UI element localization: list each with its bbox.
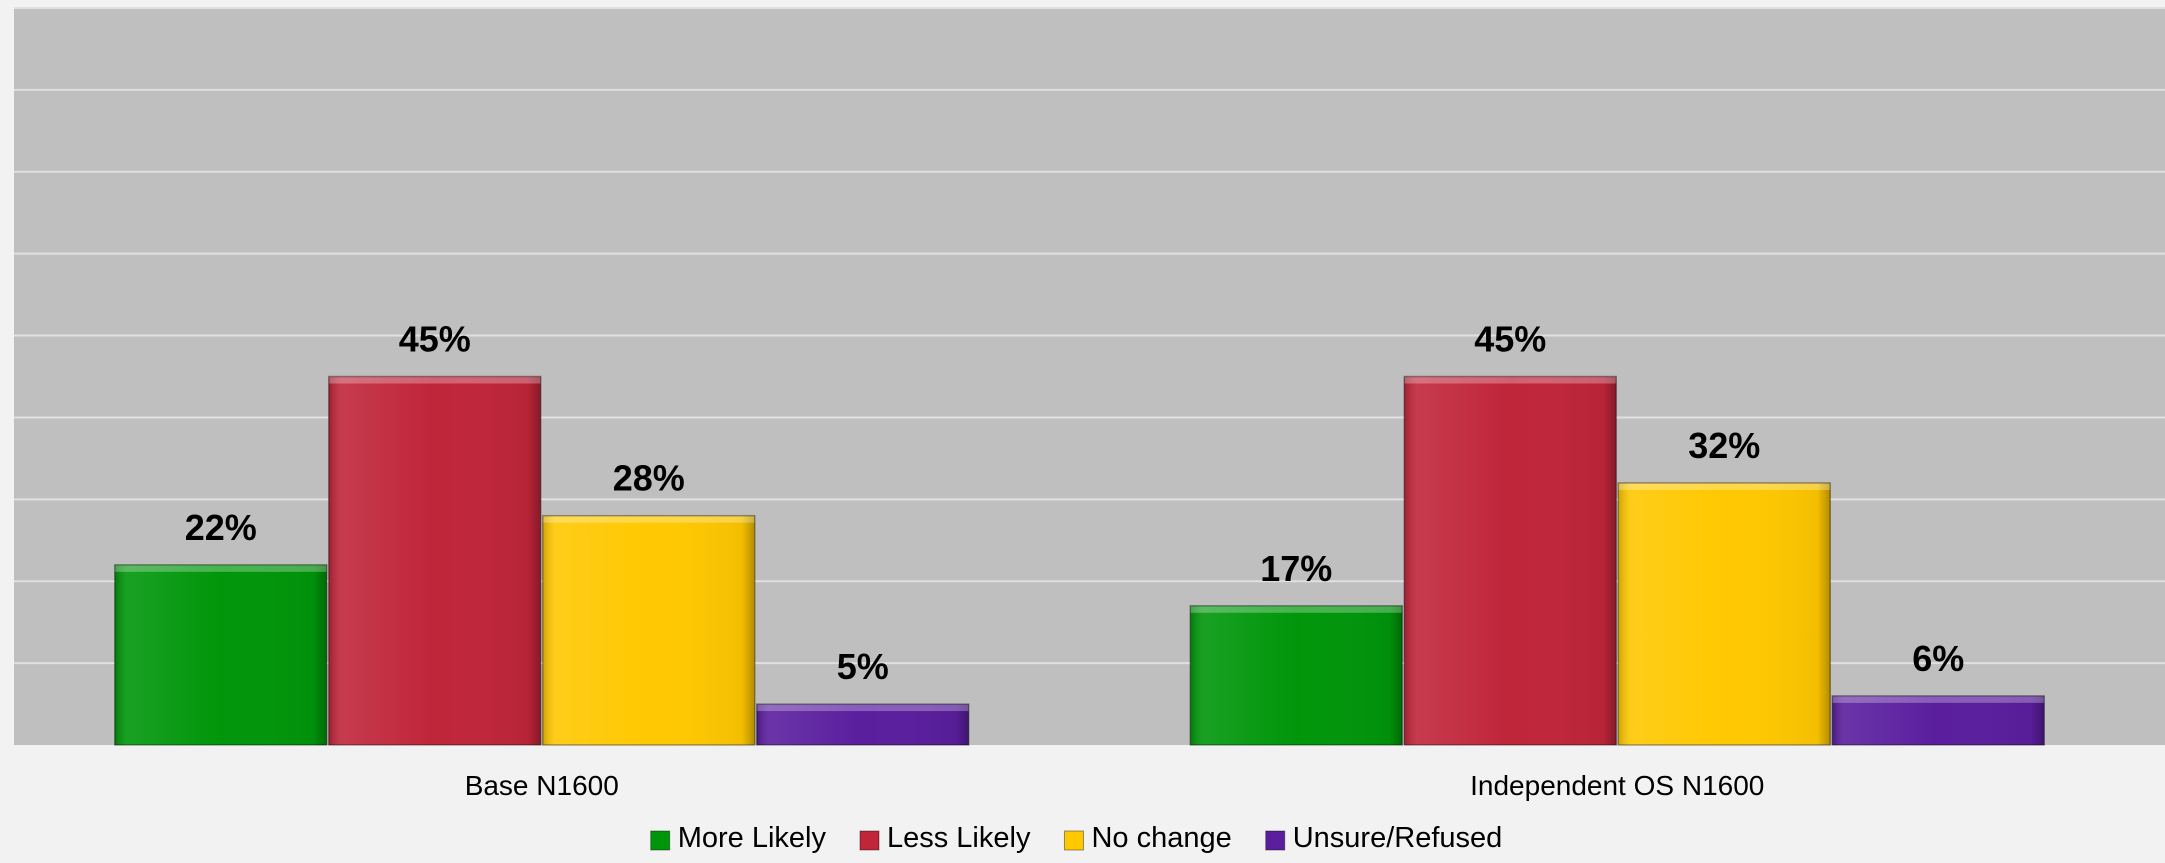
bar-bevel: [542, 515, 755, 745]
data-label-less-likely-independent-os-n1600: 45%: [1474, 319, 1546, 360]
legend-label: Unsure/Refused: [1293, 822, 1503, 854]
legend: More Likely Less Likely No change Unsure/Re…: [650, 822, 1503, 854]
bar-outline: [1617, 482, 1831, 746]
bar-no-change-independent-os-n1600: [1617, 482, 1831, 746]
bar-outline: [542, 514, 756, 746]
legend-swatch: [1063, 830, 1084, 851]
legend-item-more-likely: More Likely: [650, 822, 827, 854]
bar-less-likely-base-n1600: [328, 375, 542, 746]
data-label-more-likely-independent-os-n1600: 17%: [1260, 548, 1332, 589]
bar-bevel: [1190, 605, 1403, 745]
bar-bevel: [1832, 695, 2045, 745]
bar-unsure-refused-base-n1600: [756, 703, 970, 746]
bar-outline: [1831, 695, 2045, 746]
data-label-more-likely-base-n1600: 22%: [185, 507, 257, 548]
legend-swatch: [1265, 830, 1286, 851]
legend-label: More Likely: [678, 822, 827, 854]
bar-unsure-refused-independent-os-n1600: [1831, 695, 2045, 746]
legend-label: Less Likely: [887, 822, 1031, 854]
bar-bevel: [1618, 482, 1831, 745]
bar-top-highlight: [756, 704, 969, 712]
data-label-unsure-refused-base-n1600: 5%: [837, 646, 889, 687]
bar-outline: [114, 564, 328, 746]
data-label-no-change-base-n1600: 28%: [613, 458, 685, 499]
bar-outline: [756, 703, 970, 746]
bar-top-highlight: [1618, 482, 1831, 490]
bar-bevel: [114, 564, 327, 745]
bar-bevel: [328, 376, 541, 745]
bar-outline: [1189, 605, 1403, 746]
data-labels: 22% 45% 28% 5% 17% 45% 32% 6%: [185, 319, 1965, 688]
bar-top-highlight: [114, 564, 327, 572]
category-label-base-n1600: Base N1600: [465, 770, 619, 801]
data-label-unsure-refused-independent-os-n1600: 6%: [1912, 638, 1964, 679]
data-label-less-likely-base-n1600: 45%: [399, 319, 471, 360]
legend-label: No change: [1091, 822, 1231, 854]
legend-swatch: [859, 830, 880, 851]
bar-outline: [328, 375, 542, 746]
bar-less-likely-independent-os-n1600: [1403, 375, 1617, 746]
category-label-independent-os-n1600: Independent OS N1600: [1470, 770, 1764, 801]
bar-top-highlight: [1404, 376, 1617, 384]
bar-no-change-base-n1600: [542, 514, 756, 746]
category-axis-labels: Base N1600 Independent OS N1600: [465, 770, 1765, 801]
bars: [114, 375, 2045, 746]
bar-top-highlight: [542, 515, 755, 523]
bar-outline: [1403, 375, 1617, 746]
bar-bevel: [756, 704, 969, 745]
bar-top-highlight: [1832, 695, 2045, 703]
bar-top-highlight: [328, 376, 541, 384]
bar-more-likely-independent-os-n1600: [1189, 605, 1403, 746]
bar-bevel: [1404, 376, 1617, 745]
legend-swatch: [650, 830, 671, 851]
bar-more-likely-base-n1600: [114, 564, 328, 746]
legend-item-less-likely: Less Likely: [859, 822, 1031, 854]
legend-item-no-change: No change: [1063, 822, 1232, 854]
bar-top-highlight: [1190, 605, 1403, 613]
legend-item-unsure-refused: Unsure/Refused: [1265, 822, 1503, 854]
data-label-no-change-independent-os-n1600: 32%: [1688, 425, 1760, 466]
